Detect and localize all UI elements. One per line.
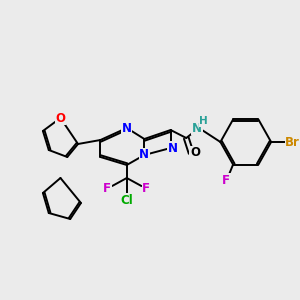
Text: F: F bbox=[142, 182, 150, 194]
Text: N: N bbox=[192, 122, 202, 134]
Text: F: F bbox=[222, 174, 230, 187]
Text: Cl: Cl bbox=[120, 194, 133, 206]
Text: N: N bbox=[168, 142, 178, 154]
Text: N: N bbox=[139, 148, 149, 161]
Text: O: O bbox=[190, 146, 200, 160]
Text: N: N bbox=[122, 122, 132, 134]
Text: F: F bbox=[103, 182, 111, 194]
Text: O: O bbox=[56, 112, 65, 124]
Text: Br: Br bbox=[285, 136, 300, 148]
Text: H: H bbox=[200, 116, 208, 126]
